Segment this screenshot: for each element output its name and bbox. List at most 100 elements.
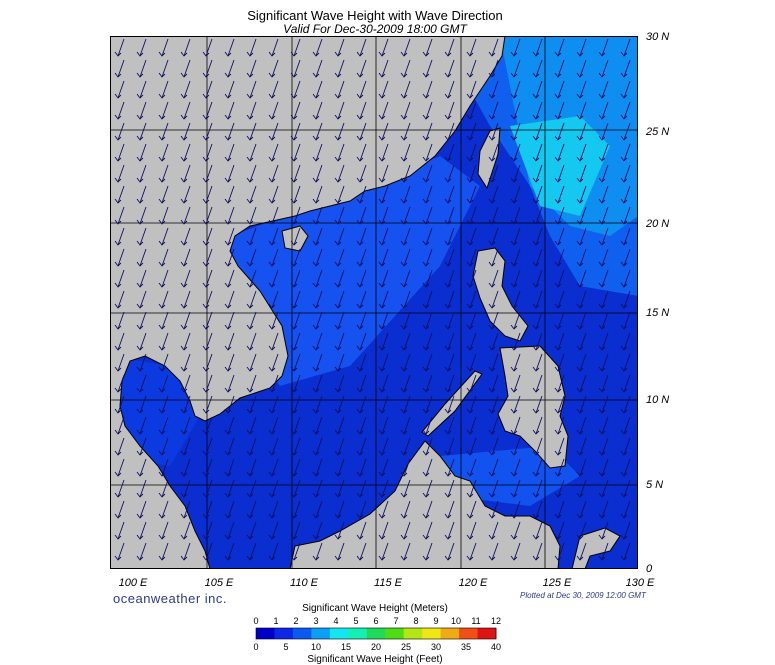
wave-arrow [444,164,455,183]
wave-arrow [400,290,411,309]
wave-arrow [444,269,455,288]
wave-arrow [158,206,169,225]
wave-arrow [444,542,455,561]
wave-arrow [620,374,631,393]
wave-arrow [202,542,213,561]
legend-feet-tick: 30 [431,642,441,652]
wave-arrow [620,248,631,267]
wave-arrow [400,80,411,99]
wave-arrow [422,80,433,99]
wave-arrow [620,227,631,246]
legend-feet-tick: 10 [311,642,321,652]
wave-arrow [510,332,521,351]
wave-arrow [334,164,345,183]
wave-arrow [444,521,455,540]
wave-arrow [136,185,147,204]
wave-arrow [510,164,521,183]
legend-feet-tick: 35 [461,642,471,652]
taiwan-island [477,127,501,190]
wave-arrow [488,59,499,78]
wave-arrow [114,269,125,288]
wave-arrow [290,248,301,267]
lat-label-25n: 25 N [646,126,670,138]
wave-arrow [356,248,367,267]
wave-arrow [356,227,367,246]
wave-arrow [312,458,323,477]
wave-arrow [554,521,565,540]
wave-arrow [444,80,455,99]
wave-arrow [598,479,609,498]
wave-arrow [466,290,477,309]
wave-arrow [598,101,609,120]
wave-arrow [268,164,279,183]
wave-arrow [158,59,169,78]
wave-arrow [180,521,191,540]
wave-arrow [202,80,213,99]
map-subtitle: Valid For Dec-30-2009 18:00 GMT [283,22,467,36]
wave-arrow [312,38,323,57]
brand-logo-text: oceanweather inc. [113,591,228,606]
wave-arrow [356,122,367,141]
wave-arrow [620,395,631,414]
wave-arrow [444,500,455,519]
wave-arrow [378,101,389,120]
wave-arrow [378,38,389,57]
wave-arrow [554,479,565,498]
wave-arrow [246,80,257,99]
wave-arrow [158,542,169,561]
legend-feet-ticks: 0 5 10 15 20 25 30 35 40 [253,642,501,652]
central-wave-zone [230,156,480,386]
wave-arrow [114,500,125,519]
wave-arrow [510,479,521,498]
wave-arrow [268,38,279,57]
lon-label-120e: 120 E [458,577,488,589]
wave-arrow [378,227,389,246]
wave-arrow [356,521,367,540]
wave-arrow [312,311,323,330]
wave-arrow [180,185,191,204]
legend-color-segment [403,628,423,639]
wave-arrow [444,395,455,414]
wave-arrow [246,248,257,267]
legend-feet-tick: 0 [253,642,258,652]
wave-arrow [554,458,565,477]
wave-arrow [312,185,323,204]
wave-arrow [488,248,499,267]
wave-arrow [400,59,411,78]
wave-arrow [532,290,543,309]
wave-arrow [620,290,631,309]
wave-arrow [290,101,301,120]
wave-arrow [554,101,565,120]
wave-arrow [356,332,367,351]
wave-arrow [224,248,235,267]
wave-arrow [224,227,235,246]
wave-arrow [620,311,631,330]
wave-arrow [180,374,191,393]
wave-arrow [246,395,257,414]
wave-arrow [378,353,389,372]
legend-meters-tick: 10 [451,616,461,626]
wave-arrow [620,122,631,141]
wave-arrow [246,416,257,435]
wave-arrow [180,248,191,267]
legend-feet-tick: 25 [401,642,411,652]
wave-arrow [576,500,587,519]
wave-arrow [290,416,301,435]
wave-arrow [202,353,213,372]
wave-arrow [510,80,521,99]
wave-arrow [400,395,411,414]
wave-arrow [136,353,147,372]
wave-arrow [444,59,455,78]
wave-arrow [356,353,367,372]
wave-arrow [268,542,279,561]
wave-arrow [532,143,543,162]
wave-arrow [466,374,477,393]
legend-meters-tick: 3 [313,616,318,626]
wave-arrow [598,227,609,246]
wave-arrow [180,122,191,141]
wave-arrow [136,458,147,477]
wave-arrow [466,437,477,456]
wave-arrow [554,353,565,372]
legend-meters-tick: 12 [491,616,501,626]
wave-arrow [202,458,213,477]
